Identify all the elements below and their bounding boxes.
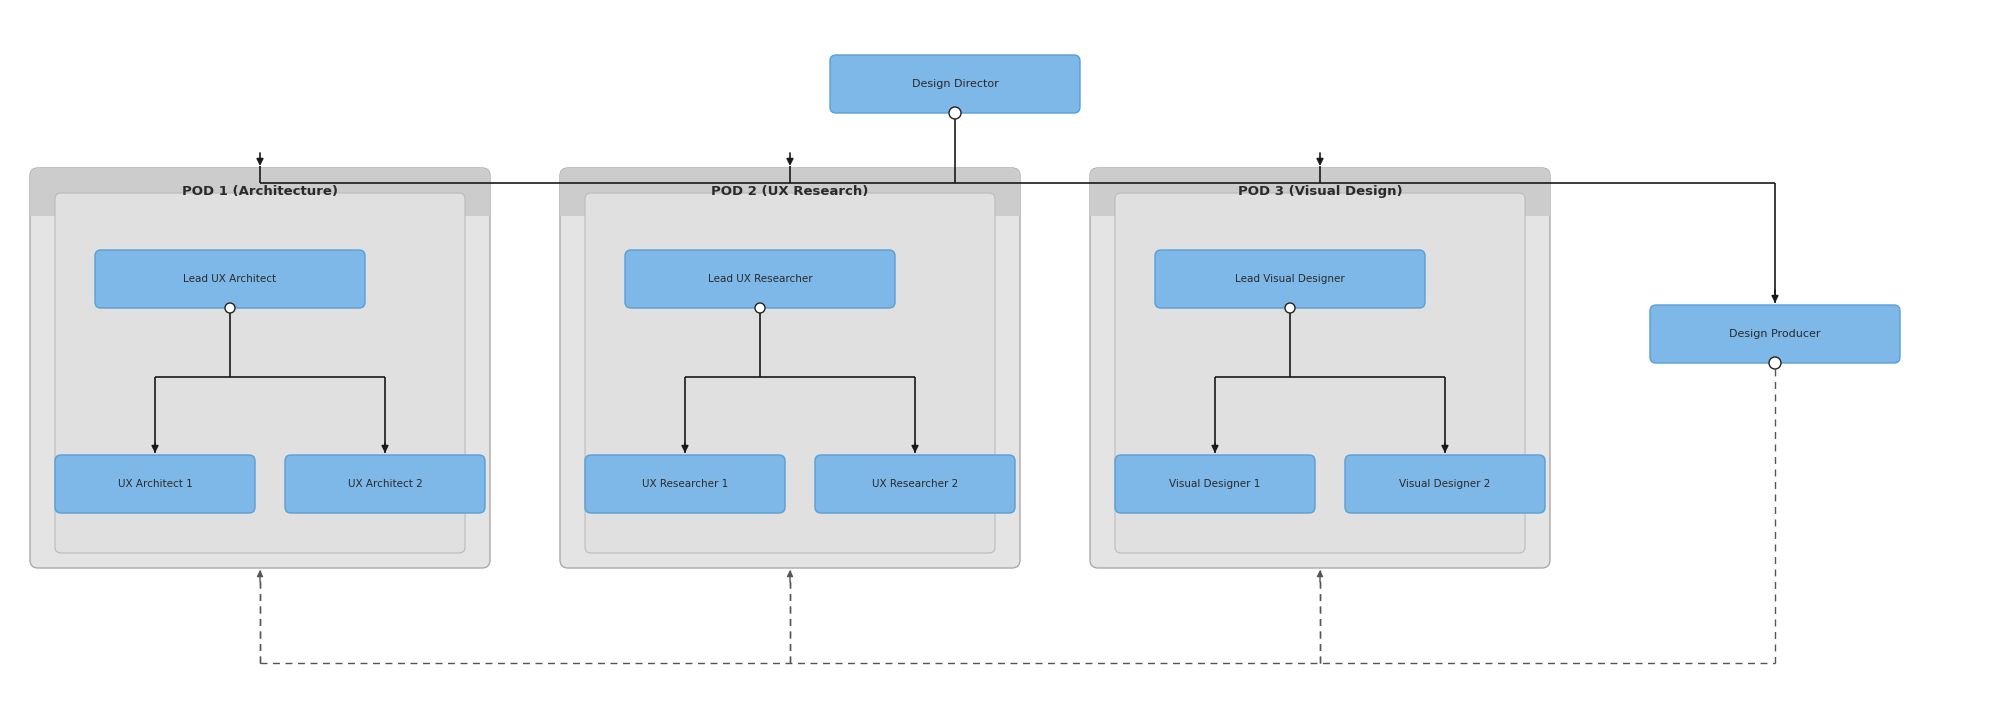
Text: UX Researcher 2: UX Researcher 2 [872,479,958,489]
Circle shape [1284,303,1296,313]
Text: Visual Designer 1: Visual Designer 1 [1170,479,1260,489]
FancyBboxPatch shape [560,168,1020,568]
FancyBboxPatch shape [560,168,1020,216]
Circle shape [1770,357,1782,369]
Text: Design Producer: Design Producer [1730,329,1820,339]
FancyBboxPatch shape [56,455,256,513]
FancyBboxPatch shape [96,250,366,308]
FancyBboxPatch shape [1090,168,1550,568]
Text: UX Architect 1: UX Architect 1 [118,479,192,489]
Text: Lead UX Architect: Lead UX Architect [184,274,276,284]
Text: UX Architect 2: UX Architect 2 [348,479,422,489]
Text: Lead Visual Designer: Lead Visual Designer [1236,274,1344,284]
FancyBboxPatch shape [1116,455,1316,513]
FancyBboxPatch shape [1156,250,1424,308]
Text: POD 1 (Architecture): POD 1 (Architecture) [182,185,338,198]
FancyBboxPatch shape [816,455,1016,513]
FancyBboxPatch shape [830,55,1080,113]
FancyBboxPatch shape [624,250,894,308]
Circle shape [756,303,764,313]
Text: Lead UX Researcher: Lead UX Researcher [708,274,812,284]
FancyBboxPatch shape [1344,455,1544,513]
Text: POD 3 (Visual Design): POD 3 (Visual Design) [1238,185,1402,198]
FancyBboxPatch shape [1090,168,1550,216]
Text: UX Researcher 1: UX Researcher 1 [642,479,728,489]
Circle shape [950,107,962,119]
Bar [560,192,1020,216]
FancyBboxPatch shape [584,193,994,553]
Text: Visual Designer 2: Visual Designer 2 [1400,479,1490,489]
Text: Design Director: Design Director [912,79,998,89]
Text: POD 2 (UX Research): POD 2 (UX Research) [712,185,868,198]
FancyBboxPatch shape [584,455,784,513]
Circle shape [224,303,236,313]
FancyBboxPatch shape [1116,193,1526,553]
FancyBboxPatch shape [30,168,490,216]
FancyBboxPatch shape [30,168,490,568]
FancyBboxPatch shape [56,193,464,553]
Bar [30,192,490,216]
FancyBboxPatch shape [286,455,484,513]
Bar [1090,192,1550,216]
FancyBboxPatch shape [1650,305,1900,363]
